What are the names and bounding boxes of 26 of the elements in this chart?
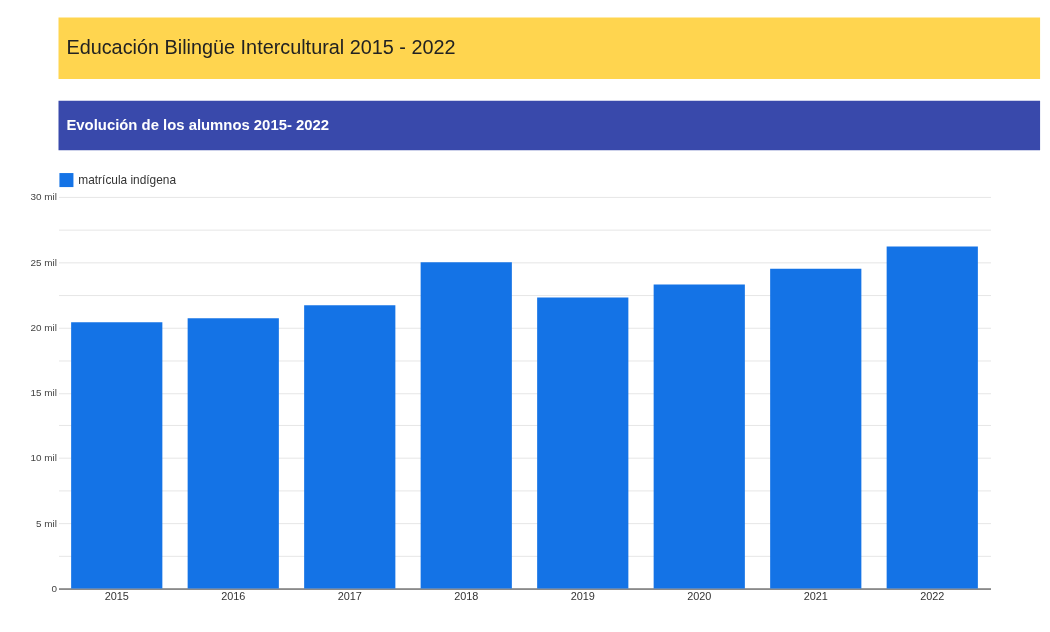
y-tick-label: 5 mil xyxy=(36,517,58,529)
bar xyxy=(187,318,279,589)
bar xyxy=(304,305,396,589)
x-tick-label: 2022 xyxy=(920,589,945,602)
y-tick-label: 25 mil xyxy=(30,256,58,268)
x-tick-label: 2016 xyxy=(221,589,246,602)
x-tick-label: 2021 xyxy=(803,589,828,602)
y-tick-label: 10 mil xyxy=(30,452,58,464)
bar xyxy=(886,246,978,589)
bar xyxy=(420,262,512,589)
chart-title: Educación Bilingüe Intercultural 2015 - 2022 xyxy=(66,36,456,59)
x-tick-label: 2015 xyxy=(104,589,129,602)
bar xyxy=(537,297,629,589)
bar xyxy=(653,284,745,589)
bar xyxy=(770,268,862,589)
y-tick-label: 30 mil xyxy=(30,191,58,203)
x-tick-label: 2017 xyxy=(337,589,362,602)
y-tick-label: 15 mil xyxy=(30,387,58,399)
legend-label: matrícula indígena xyxy=(78,173,177,188)
x-tick-label: 2020 xyxy=(687,589,712,602)
chart-subtitle: Evolución de los alumnos 2015- 2022 xyxy=(66,117,330,134)
bar xyxy=(71,322,163,589)
y-tick-label: 0 xyxy=(51,583,58,595)
y-tick-label: 20 mil xyxy=(30,321,58,333)
x-tick-label: 2019 xyxy=(570,589,595,602)
x-tick-label: 2018 xyxy=(454,589,479,602)
